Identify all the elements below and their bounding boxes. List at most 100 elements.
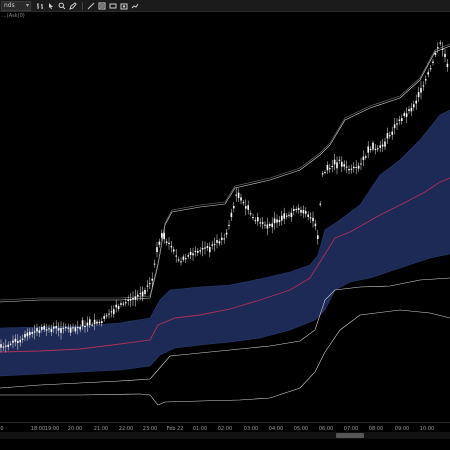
price-bar-body: [77, 327, 79, 329]
price-bar-body: [333, 159, 336, 165]
price-bar-body: [163, 232, 165, 240]
price-bar-body: [247, 205, 249, 210]
price-bar-body: [153, 263, 156, 265]
price-bar-body: [14, 338, 17, 342]
price-bar-body: [228, 224, 230, 226]
price-bar-body: [386, 133, 389, 139]
price-bar-body: [151, 278, 153, 281]
price-bar-body: [297, 207, 300, 210]
price-bars: [0, 40, 449, 353]
price-bar-body: [336, 162, 338, 169]
price-bar-body: [12, 340, 14, 343]
horizontal-scrollbar[interactable]: [0, 432, 450, 439]
time-label: 07:00: [343, 426, 359, 432]
price-bar-body: [393, 124, 396, 129]
price-bar-body: [192, 253, 194, 256]
price-bar-body: [307, 214, 309, 217]
scrollbar-thumb[interactable]: [336, 433, 364, 438]
price-bar-body: [216, 240, 218, 243]
price-bar-body: [69, 327, 72, 333]
time-label: 03:00: [243, 426, 259, 432]
price-bar-body: [38, 330, 41, 333]
price-bar-body: [353, 166, 355, 169]
price-bar-body: [81, 320, 84, 327]
price-bar-body: [141, 291, 144, 297]
price-bar-body: [115, 304, 117, 308]
price-bar-body: [134, 296, 137, 300]
strategy-icon[interactable]: [130, 1, 139, 10]
price-bar-body: [170, 246, 173, 248]
time-label: 10:00: [419, 426, 435, 432]
screenshot-icon[interactable]: [119, 1, 128, 10]
price-bar-body: [86, 322, 89, 326]
price-bar-body: [401, 118, 403, 121]
price-bar-body: [156, 247, 158, 252]
price-bar-body: [48, 328, 50, 330]
price-bar-body: [233, 206, 235, 209]
price-bar-body: [74, 327, 77, 332]
price-bar-body: [105, 315, 108, 317]
time-label: 04:00: [268, 426, 284, 432]
chart-toolbar: nds ▾: [0, 0, 450, 12]
line-tool-icon[interactable]: [86, 1, 95, 10]
price-bar-body: [189, 252, 192, 255]
price-bar-body: [139, 293, 141, 295]
instrument-selector[interactable]: nds ▾: [1, 0, 31, 11]
price-bar-body: [41, 326, 43, 330]
price-bar-body: [187, 255, 189, 257]
price-bar-body: [295, 209, 297, 211]
price-bar-body: [285, 215, 288, 217]
price-bar-body: [9, 343, 12, 345]
keltner-band-upper-edge: [0, 109, 450, 329]
price-bar-body: [413, 104, 415, 108]
bar-type-icon[interactable]: [35, 1, 44, 10]
price-bar-body: [355, 166, 357, 168]
price-bar-body: [281, 215, 283, 221]
keltner-band: [0, 110, 450, 376]
price-bar-body: [441, 48, 444, 50]
price-bar-body: [343, 164, 345, 167]
price-bar-body: [379, 145, 381, 148]
price-bar-body: [103, 316, 105, 319]
price-bar-body: [199, 250, 201, 252]
price-bar-body: [180, 261, 182, 263]
price-bar-body: [67, 327, 69, 329]
price-bar-body: [345, 166, 348, 168]
zoom-icon[interactable]: [57, 1, 66, 10]
price-bar-body: [305, 211, 307, 214]
price-bar-body: [237, 192, 240, 198]
price-bar-body: [57, 328, 60, 331]
price-bar-body: [24, 333, 26, 338]
price-bar-body: [55, 326, 57, 329]
price-bar-body: [146, 285, 149, 287]
pointer-icon[interactable]: [46, 1, 55, 10]
price-bar-body: [429, 68, 432, 70]
price-bar-body: [129, 299, 132, 301]
time-label: Feb 22: [166, 426, 184, 432]
price-bar-body: [173, 249, 175, 252]
price-bar-body: [158, 241, 161, 245]
price-bar-body: [377, 148, 379, 150]
time-label: 05:00: [293, 426, 309, 432]
price-bar-body: [405, 113, 408, 117]
price-bar-body: [7, 344, 9, 348]
pencil-icon[interactable]: [68, 1, 77, 10]
price-bar-body: [182, 256, 185, 260]
price-bar-body: [206, 246, 209, 248]
price-bar-body: [89, 319, 91, 326]
price-bar-body: [410, 107, 413, 112]
price-bar-body: [110, 311, 113, 313]
price-bar-body: [213, 244, 216, 246]
price-bar-body: [437, 47, 439, 49]
tag-icon[interactable]: [108, 1, 117, 10]
properties-icon[interactable]: [97, 1, 106, 10]
price-bar-body: [33, 331, 36, 333]
price-bar-body: [367, 146, 369, 153]
price-bar-body: [384, 141, 386, 147]
price-bar-body: [408, 109, 410, 111]
price-bar-body: [194, 250, 197, 252]
price-bar-body: [439, 42, 441, 44]
price-bar-body: [2, 346, 5, 348]
